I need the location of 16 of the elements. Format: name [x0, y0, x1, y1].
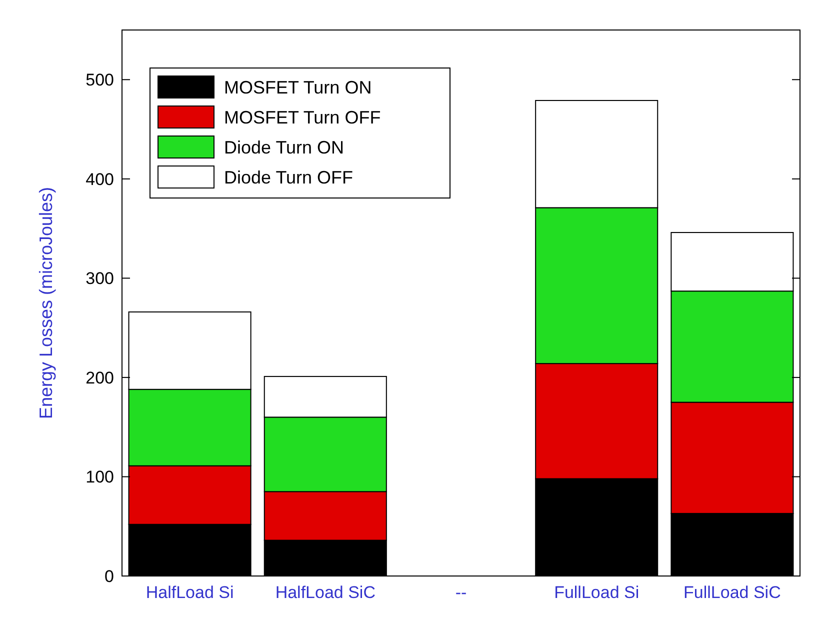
y-tick-label: 300	[86, 269, 114, 288]
x-tick-label: HalfLoad Si	[146, 583, 234, 602]
x-tick-label: --	[455, 583, 467, 602]
legend-label: MOSFET Turn OFF	[224, 107, 381, 128]
y-axis-title: Energy Losses (microJoules)	[36, 186, 56, 420]
x-tick-label: FullLoad Si	[554, 583, 640, 602]
x-tick-label: FullLoad SiC	[684, 583, 781, 602]
y-tick-label: 400	[86, 170, 114, 189]
legend-label: Diode Turn OFF	[224, 167, 354, 188]
legend-label: Diode Turn ON	[224, 137, 344, 158]
y-tick-label: 0	[104, 566, 114, 586]
legend-label: MOSFET Turn ON	[224, 77, 372, 98]
x-tick-label: HalfLoad SiC	[275, 583, 376, 602]
y-tick-label: 200	[86, 368, 114, 388]
y-tick-label: 100	[86, 468, 114, 487]
y-tick-label: 500	[86, 70, 114, 90]
